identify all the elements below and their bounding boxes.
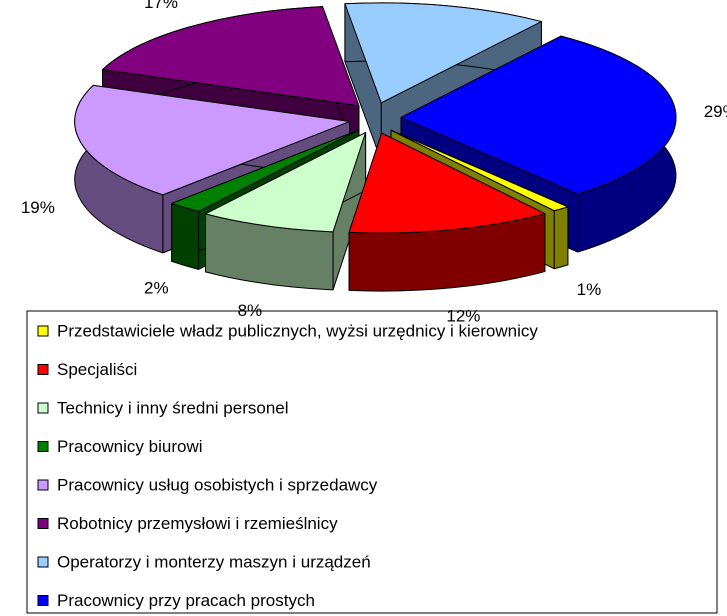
slice <box>390 129 569 212</box>
legend-swatch <box>37 518 49 529</box>
legend-label: Robotnicy przemysłowi i rzemieślnicy <box>57 514 338 533</box>
legend-swatch <box>37 325 49 337</box>
legend-box <box>26 310 718 614</box>
data-label: 17% <box>144 0 178 12</box>
slice <box>171 129 360 212</box>
data-label: 2% <box>144 278 169 297</box>
legend-swatch <box>37 595 49 606</box>
data-label: 29% <box>704 102 727 121</box>
legend-label: Technicy i inny średni personel <box>57 398 289 417</box>
legend-swatch <box>37 402 49 414</box>
data-label: 19% <box>21 198 55 217</box>
slice <box>348 132 546 234</box>
legend-label: Pracownicy biurowi <box>57 437 203 456</box>
slice-side <box>171 202 199 270</box>
legend-label: Przedstawiciele władz publicznych, wyżsi… <box>57 321 538 340</box>
slice <box>344 2 542 104</box>
slice <box>102 6 360 107</box>
legend-swatch <box>37 441 49 452</box>
legend-label: Specjaliści <box>57 360 137 379</box>
legend-swatch <box>37 479 49 491</box>
legend-swatch <box>37 364 49 375</box>
legend-label: Pracownicy usług osobistych i sprzedawcy <box>57 475 378 494</box>
data-label: 1% <box>577 280 602 299</box>
legend-swatch <box>37 556 49 568</box>
legend-label: Operatorzy i monterzy maszyn i urządzeń <box>57 552 371 571</box>
data-label: 12% <box>446 306 480 325</box>
slice <box>74 84 351 196</box>
slice <box>400 35 677 195</box>
data-label: 8% <box>238 301 263 320</box>
slice-side <box>553 206 569 270</box>
legend-label: Pracownicy przy pracach prostych <box>57 591 315 610</box>
slice <box>205 132 367 233</box>
